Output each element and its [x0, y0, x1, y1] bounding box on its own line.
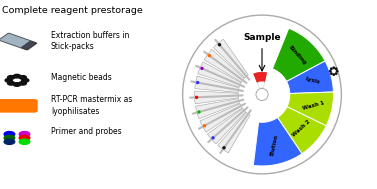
Ellipse shape	[256, 88, 268, 101]
Ellipse shape	[222, 146, 226, 149]
Polygon shape	[218, 112, 250, 153]
Polygon shape	[287, 92, 334, 126]
FancyBboxPatch shape	[15, 99, 38, 107]
Ellipse shape	[330, 67, 333, 70]
Polygon shape	[277, 107, 326, 154]
Ellipse shape	[196, 81, 199, 84]
FancyBboxPatch shape	[0, 33, 37, 50]
Text: Magnetic beads: Magnetic beads	[51, 73, 112, 82]
Polygon shape	[207, 108, 246, 144]
Text: Primer and probes: Primer and probes	[51, 127, 121, 136]
Ellipse shape	[197, 110, 201, 114]
FancyBboxPatch shape	[21, 41, 36, 50]
Polygon shape	[198, 62, 241, 87]
Polygon shape	[200, 104, 242, 132]
Ellipse shape	[332, 73, 335, 76]
Circle shape	[4, 135, 15, 141]
Polygon shape	[257, 82, 265, 88]
Ellipse shape	[330, 72, 333, 75]
Polygon shape	[204, 49, 244, 82]
Ellipse shape	[329, 70, 332, 73]
Circle shape	[19, 139, 30, 144]
Polygon shape	[213, 39, 248, 78]
Polygon shape	[273, 28, 325, 81]
Text: Complete reagent prestorage: Complete reagent prestorage	[2, 6, 143, 15]
Polygon shape	[195, 91, 238, 104]
Circle shape	[5, 79, 12, 82]
Circle shape	[22, 79, 29, 82]
Text: Binding: Binding	[287, 45, 307, 66]
Text: Wash 2: Wash 2	[291, 119, 311, 138]
Ellipse shape	[195, 96, 198, 99]
Circle shape	[19, 132, 30, 137]
FancyBboxPatch shape	[15, 105, 38, 113]
Circle shape	[14, 74, 20, 78]
Circle shape	[8, 81, 15, 85]
Ellipse shape	[218, 43, 221, 46]
Text: RT-PCR mastermix as
lyophilisates: RT-PCR mastermix as lyophilisates	[51, 95, 132, 115]
Ellipse shape	[332, 66, 335, 69]
Text: Wash 1: Wash 1	[302, 100, 325, 111]
Text: Extraction buffers in
Stick-packs: Extraction buffers in Stick-packs	[51, 31, 129, 51]
Ellipse shape	[200, 67, 204, 70]
Text: Lysis: Lysis	[305, 77, 320, 85]
Circle shape	[14, 83, 20, 86]
Ellipse shape	[182, 15, 342, 174]
Circle shape	[19, 135, 30, 141]
Text: Elution: Elution	[270, 133, 279, 156]
Ellipse shape	[335, 67, 337, 70]
Ellipse shape	[336, 70, 339, 73]
Circle shape	[4, 139, 15, 144]
Polygon shape	[253, 118, 302, 166]
Ellipse shape	[335, 72, 337, 75]
Polygon shape	[287, 61, 333, 94]
FancyBboxPatch shape	[0, 105, 19, 113]
Ellipse shape	[211, 136, 215, 139]
Ellipse shape	[203, 124, 206, 127]
Circle shape	[19, 76, 26, 79]
Polygon shape	[195, 76, 239, 92]
Circle shape	[19, 81, 26, 85]
Circle shape	[8, 76, 15, 79]
Polygon shape	[196, 99, 240, 119]
FancyBboxPatch shape	[0, 99, 19, 107]
Ellipse shape	[208, 54, 211, 57]
Text: Sample: Sample	[243, 33, 281, 42]
Polygon shape	[254, 72, 267, 83]
Circle shape	[4, 132, 15, 137]
